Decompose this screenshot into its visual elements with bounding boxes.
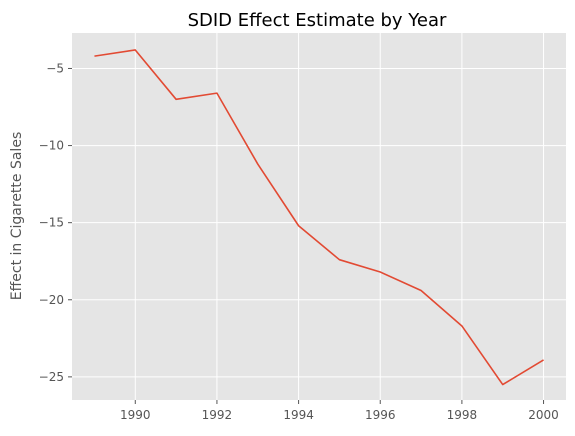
- x-axis: 1990 1992 1994 1996 1998 2000: [120, 400, 559, 422]
- x-tick-label: 1998: [447, 408, 478, 422]
- x-tick-label: 1994: [283, 408, 314, 422]
- y-tick-label: −10: [39, 139, 64, 153]
- series-line: [94, 49, 544, 386]
- y-tick-label: −25: [39, 370, 64, 384]
- x-tick-label: 1996: [365, 408, 396, 422]
- y-tick-label: −20: [39, 293, 64, 307]
- x-tick-label: 1990: [120, 408, 151, 422]
- y-axis: −25 −20 −15 −10 −5: [39, 61, 72, 384]
- plot-area: [72, 33, 566, 400]
- x-tick-label: 1992: [202, 408, 233, 422]
- y-tick-label: −15: [39, 216, 64, 230]
- x-tick-label: 2000: [528, 408, 559, 422]
- y-tick-label: −5: [46, 61, 64, 75]
- chart-title: SDID Effect Estimate by Year: [188, 10, 447, 31]
- y-axis-label: Effect in Cigarette Sales: [9, 132, 25, 300]
